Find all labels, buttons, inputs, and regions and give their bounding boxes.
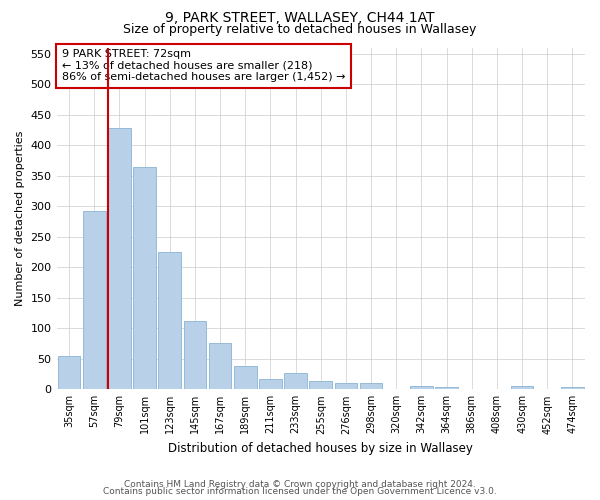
Bar [58, 356, 80, 390]
Bar [234, 366, 257, 390]
Bar [284, 373, 307, 390]
Bar [310, 381, 332, 390]
Bar [511, 386, 533, 390]
Bar [108, 128, 131, 390]
Y-axis label: Number of detached properties: Number of detached properties [15, 130, 25, 306]
Bar [158, 252, 181, 390]
Bar [435, 388, 458, 390]
Bar [83, 211, 106, 390]
Bar [335, 383, 357, 390]
Bar [561, 387, 584, 390]
Bar [410, 386, 433, 390]
Bar [133, 166, 156, 390]
Bar [360, 383, 382, 390]
Bar [259, 379, 282, 390]
Bar [184, 321, 206, 390]
Text: 9, PARK STREET, WALLASEY, CH44 1AT: 9, PARK STREET, WALLASEY, CH44 1AT [165, 11, 435, 25]
Text: Size of property relative to detached houses in Wallasey: Size of property relative to detached ho… [124, 22, 476, 36]
Text: Contains HM Land Registry data © Crown copyright and database right 2024.: Contains HM Land Registry data © Crown c… [124, 480, 476, 489]
X-axis label: Distribution of detached houses by size in Wallasey: Distribution of detached houses by size … [169, 442, 473, 455]
Bar [209, 343, 232, 390]
Text: Contains public sector information licensed under the Open Government Licence v3: Contains public sector information licen… [103, 487, 497, 496]
Text: 9 PARK STREET: 72sqm
← 13% of detached houses are smaller (218)
86% of semi-deta: 9 PARK STREET: 72sqm ← 13% of detached h… [62, 49, 346, 82]
